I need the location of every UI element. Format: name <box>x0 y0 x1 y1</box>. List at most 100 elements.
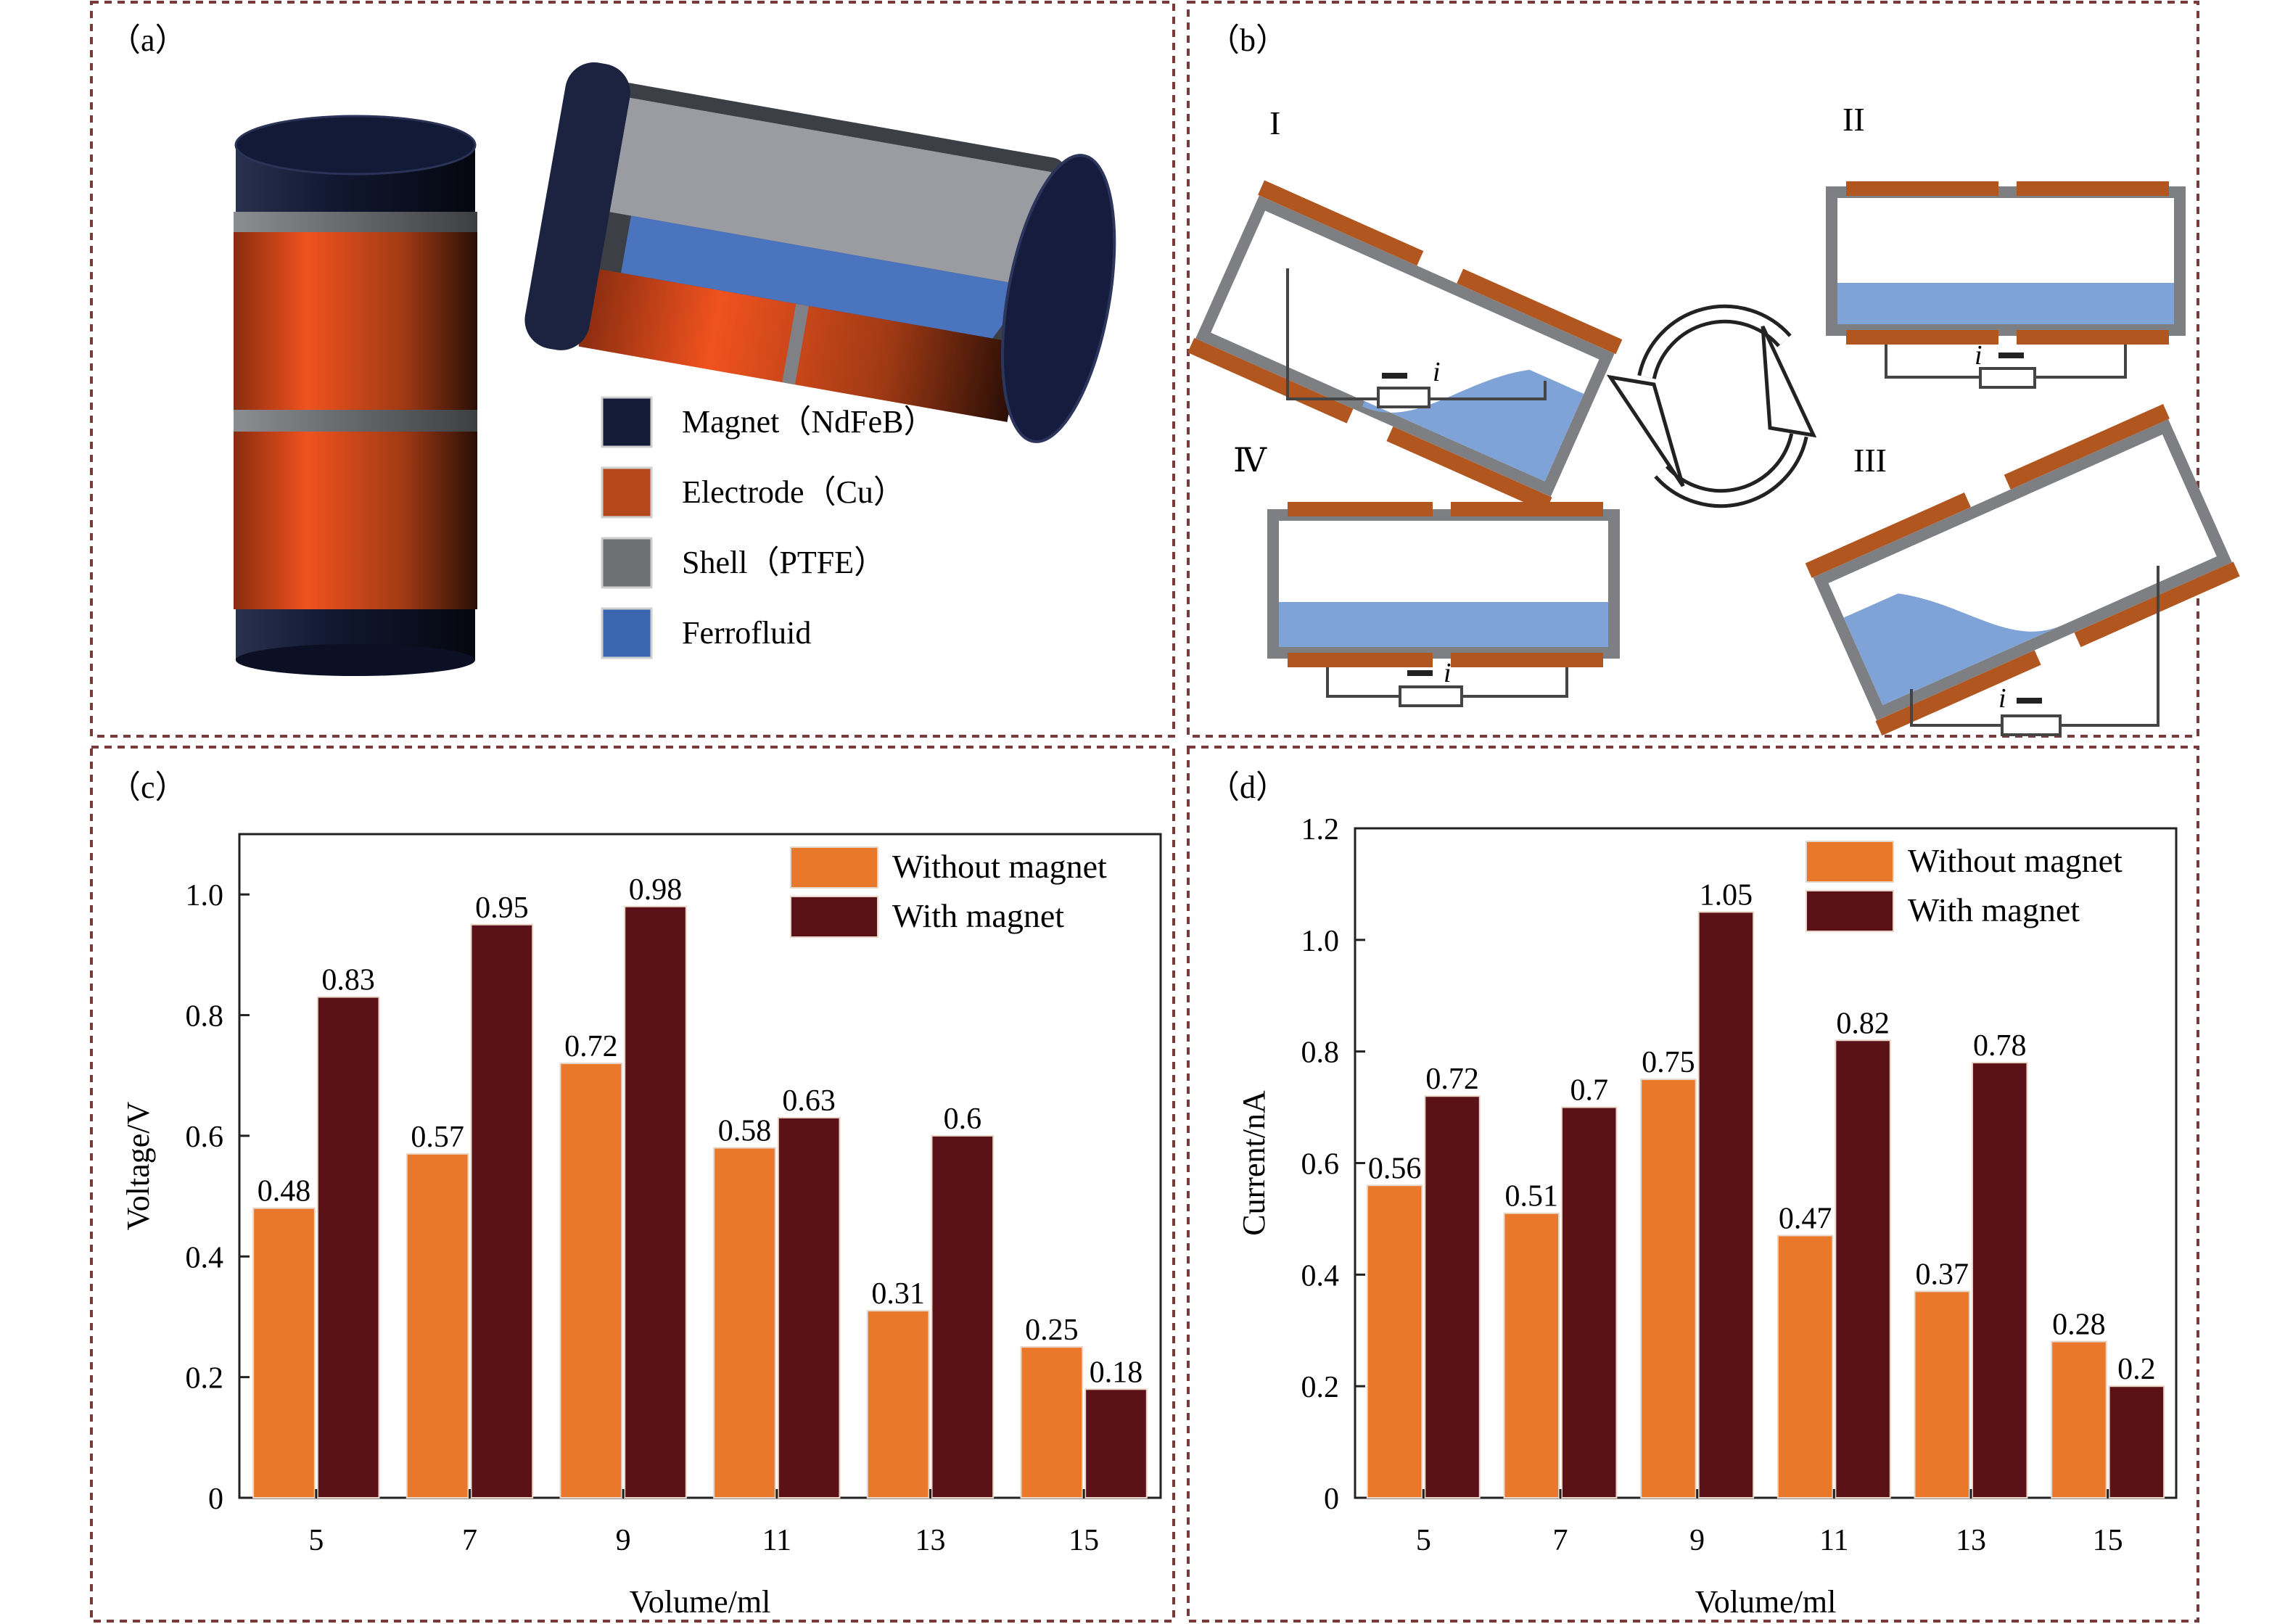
stage-4-device: i <box>1267 502 1620 707</box>
stage-2-current-label: i <box>1975 340 1983 371</box>
legend-label: With magnet <box>892 897 1064 934</box>
data-label: 0.75 <box>1642 1046 1695 1079</box>
stage-1-current-label: i <box>1433 357 1441 387</box>
x-tick-label: 7 <box>1553 1524 1568 1557</box>
data-label: 0.6 <box>944 1102 982 1136</box>
panel-b: （b） I II III Ⅳ i i <box>1187 22 2240 736</box>
stage-4-electrode <box>1288 653 1433 667</box>
legend-swatch <box>601 537 653 589</box>
material-legend: Magnet（NdFeB） Electrode（Cu） Shell（PTFE） Fer… <box>601 396 936 659</box>
stage-2-electrode <box>2017 181 2169 196</box>
stage-2-electrode <box>1846 181 1998 196</box>
legend-label: With magnet <box>1908 891 2080 928</box>
y-tick-label: 0.2 <box>186 1362 224 1396</box>
bar-with-magnet <box>1697 911 1755 1499</box>
stage-4-resistor <box>1399 685 1463 707</box>
stage-3-current-label: i <box>1998 683 2006 714</box>
x-tick-label: 13 <box>1956 1524 1986 1557</box>
panel-b-label: （b） <box>1208 22 1288 58</box>
stage-3-electrode <box>2004 404 2170 490</box>
stage-3-electrode <box>1805 492 1971 578</box>
bar-without-magnet <box>866 1310 930 1499</box>
panel-a: （a） Magnet（NdFeB） Electrode（Cu） Shell（PTFE… <box>109 22 1116 676</box>
cutaway-device-illustration <box>524 62 1116 443</box>
panel-d: （d） 0 0.2 0.4 0.6 0.8 1.0 1.2 0.56 0.72 5 0.51 0.7 7… <box>1208 770 2178 1620</box>
data-label: 0.56 <box>1368 1152 1422 1185</box>
bar-with-magnet <box>2108 1385 2165 1499</box>
stage-1-device <box>1187 180 1623 512</box>
y-tick-label: 0.4 <box>186 1241 224 1274</box>
legend-label: Shell（PTFE） <box>682 545 886 580</box>
data-label: 0.63 <box>782 1084 836 1118</box>
legend-label: Without magnet <box>1908 842 2123 879</box>
x-tick-label: 9 <box>1689 1524 1705 1557</box>
y-tick-label: 0.8 <box>1301 1036 1340 1070</box>
y-axis-label: Voltage/V <box>120 1101 156 1230</box>
stage-4-electrode <box>1288 502 1433 516</box>
data-label: 0.78 <box>1973 1029 2027 1063</box>
stage-2-resistor <box>1979 367 2036 389</box>
data-label: 0.72 <box>564 1030 618 1063</box>
bar-without-magnet <box>1020 1346 1084 1499</box>
y-tick-label: 0.8 <box>186 1000 224 1034</box>
shell-band-middle <box>234 410 477 432</box>
legend-label: Electrode（Cu） <box>682 474 905 510</box>
panel-c-label: （c） <box>109 770 187 805</box>
bar-without-magnet <box>1366 1184 1423 1499</box>
legend-label: Ferrofluid <box>682 615 811 651</box>
data-label: 0.82 <box>1836 1007 1890 1040</box>
stage-4-current-label: i <box>1444 658 1452 688</box>
stage-1-electrode <box>1457 268 1623 355</box>
y-tick-label: 0.6 <box>1301 1148 1340 1182</box>
bar-without-magnet <box>405 1153 469 1499</box>
cutaway-left-magnet <box>524 62 630 350</box>
panel-c-frame <box>90 746 1175 1623</box>
stage-2-device: i <box>1826 181 2186 389</box>
y-tick-label: 1.2 <box>1301 813 1340 846</box>
bar-without-magnet <box>252 1207 316 1499</box>
data-label: 0.48 <box>258 1175 311 1208</box>
y-tick-label: 0 <box>1324 1483 1339 1516</box>
legend-swatch <box>601 466 653 519</box>
data-label: 0.31 <box>871 1277 925 1311</box>
bar-with-magnet <box>316 996 380 1499</box>
data-label: 0.58 <box>718 1115 772 1148</box>
legend-label: Without magnet <box>892 848 1107 885</box>
x-tick-label: 9 <box>616 1524 631 1557</box>
legend-label: Magnet（NdFeB） <box>682 404 936 440</box>
panel-a-label: （a） <box>109 22 187 58</box>
stage-3-electrode <box>1875 650 2041 736</box>
y-tick-label: 0 <box>208 1483 223 1516</box>
data-label: 0.95 <box>475 891 529 925</box>
voltage-bar-chart: 0 0.2 0.4 0.6 0.8 1.0 0.48 0.83 5 0.57 0.95 7 0.72 0.… <box>120 833 1162 1620</box>
stage-1-electrode <box>1386 426 1552 512</box>
panel-c: （c） 0 0.2 0.4 0.6 0.8 1.0 0.48 0.83 5 0.57 0.95 7 0.… <box>109 770 1162 1620</box>
x-tick-label: 5 <box>308 1524 324 1557</box>
cutaway-right-magnet <box>1000 154 1116 443</box>
bottom-magnet-rim <box>236 644 475 676</box>
top-magnet-cap <box>234 115 477 176</box>
legend-swatch <box>601 607 653 659</box>
bar-with-magnet <box>777 1116 841 1499</box>
bar-without-magnet <box>1776 1235 1834 1499</box>
bar-without-magnet <box>2051 1340 2107 1499</box>
bar-with-magnet <box>1561 1106 1618 1499</box>
data-label: 0.83 <box>321 964 375 997</box>
stage-3-device <box>1805 404 2240 736</box>
y-axis-label: Current/nA <box>1236 1090 1272 1236</box>
bar-with-magnet <box>624 905 687 1499</box>
x-tick-label: 13 <box>915 1524 946 1557</box>
data-label: 0.72 <box>1425 1063 1479 1096</box>
bar-with-magnet <box>1972 1062 2028 1499</box>
shell-band-top <box>234 212 477 234</box>
stage-4-electrode <box>1451 653 1603 667</box>
cutaway-electrode-gap <box>782 303 810 385</box>
cutaway-ferrofluid <box>621 215 1032 339</box>
bar-with-magnet <box>1084 1388 1148 1499</box>
data-label: 0.28 <box>2052 1308 2106 1342</box>
data-label: 0.18 <box>1090 1356 1143 1389</box>
legend-swatch <box>790 896 878 938</box>
bar-with-magnet <box>1424 1095 1481 1499</box>
stage-4-label: Ⅳ <box>1233 442 1267 479</box>
cycle-arrows-icon <box>1606 304 1817 508</box>
